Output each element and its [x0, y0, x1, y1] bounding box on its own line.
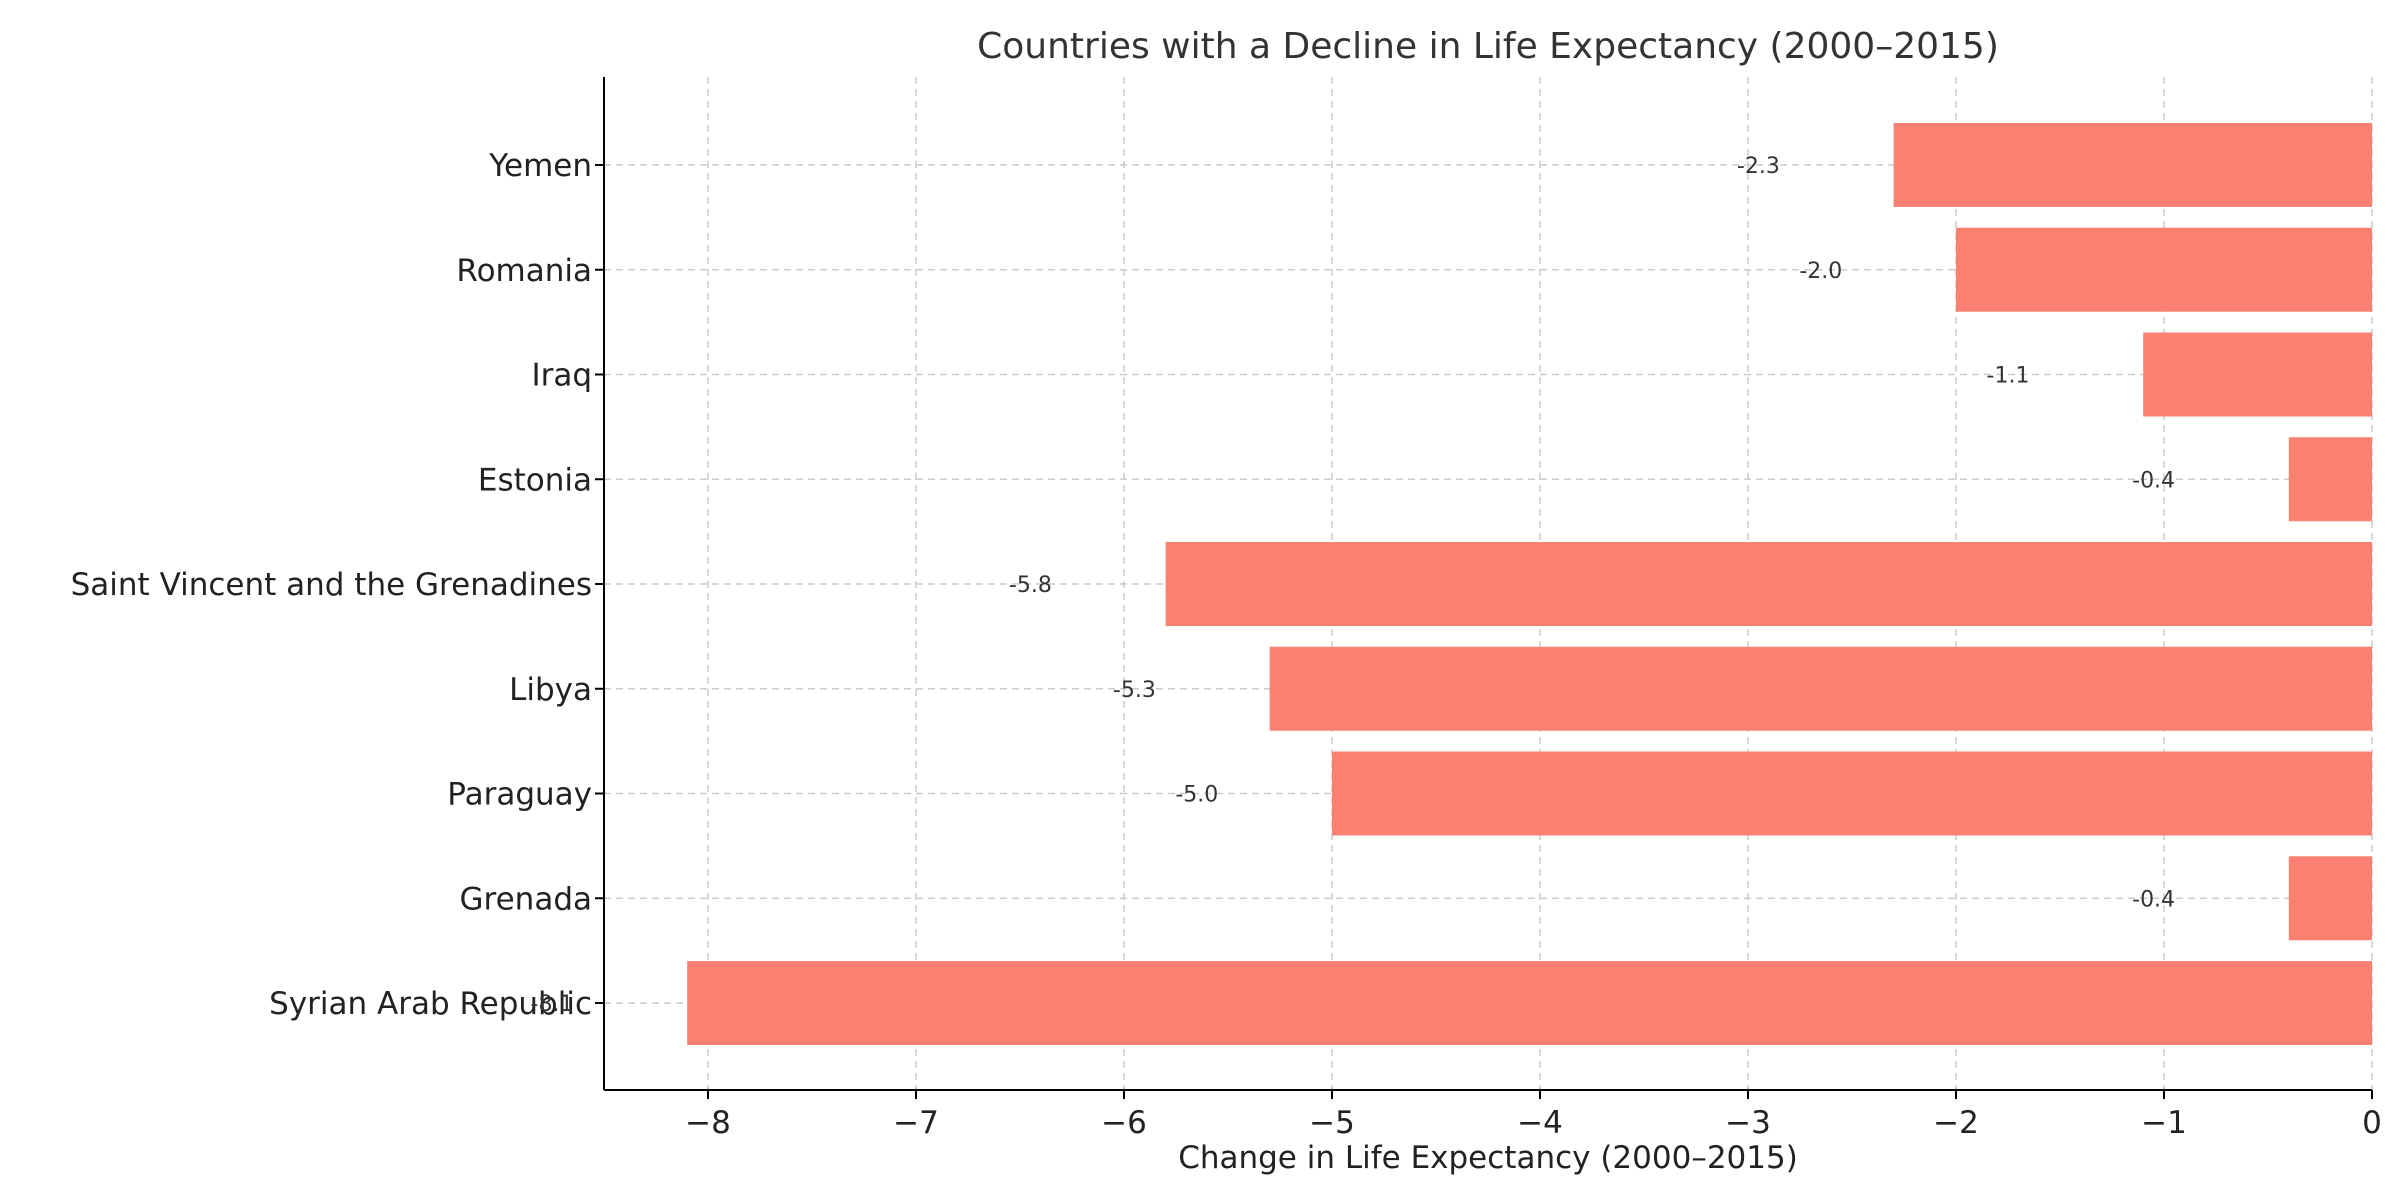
category-label: Estonia — [478, 462, 592, 498]
category-label: Romania — [456, 253, 592, 289]
bar — [1165, 542, 2372, 626]
data-label: -1.1 — [1987, 364, 2030, 389]
bar — [687, 961, 2373, 1045]
data-label: -5.0 — [1175, 783, 1218, 808]
data-label: -5.8 — [1009, 573, 1052, 598]
x-tick-label: −6 — [1101, 1105, 1147, 1141]
x-tick-label: −2 — [1933, 1105, 1979, 1141]
category-label: Libya — [509, 672, 592, 708]
category-label: Paraguay — [447, 777, 592, 813]
data-label: -0.4 — [2132, 468, 2175, 493]
x-tick-label: −4 — [1517, 1105, 1563, 1141]
bar — [2143, 332, 2372, 417]
bar — [2288, 856, 2372, 941]
data-label: -5.3 — [1113, 678, 1156, 703]
x-axis-label: Change in Life Expectancy (2000–2015) — [1178, 1140, 1798, 1176]
bar — [1332, 751, 2372, 836]
category-label: Syrian Arab Republic — [269, 986, 592, 1022]
x-tick-label: 0 — [2362, 1105, 2382, 1141]
bar — [2288, 437, 2372, 522]
data-label: -2.3 — [1737, 154, 1780, 179]
x-tick-label: −5 — [1309, 1105, 1355, 1141]
data-label: -0.4 — [2132, 887, 2175, 912]
labels-layer: −8 −7 −6 −5 −4 −3 −2 −1 0 Yemen -2.3 Romania -2.0 Ira… — [71, 148, 2382, 1141]
axes-layer — [595, 77, 2373, 1099]
data-label: -8.1 — [531, 992, 574, 1017]
category-label: Saint Vincent and the Grenadines — [71, 567, 592, 603]
data-label: -2.0 — [1799, 259, 1842, 284]
category-label: Yemen — [488, 148, 592, 184]
x-tick-label: −1 — [2141, 1105, 2187, 1141]
bar — [1269, 646, 2372, 731]
x-tick-label: −7 — [893, 1105, 939, 1141]
bar — [1956, 227, 2372, 312]
bar — [1893, 123, 2372, 207]
category-label: Grenada — [460, 881, 592, 917]
category-label: Iraq — [531, 358, 592, 394]
chart-title: Countries with a Decline in Life Expecta… — [977, 26, 1999, 67]
x-tick-label: −8 — [685, 1105, 731, 1141]
x-tick-label: −3 — [1725, 1105, 1771, 1141]
bars-layer — [687, 123, 2373, 1045]
